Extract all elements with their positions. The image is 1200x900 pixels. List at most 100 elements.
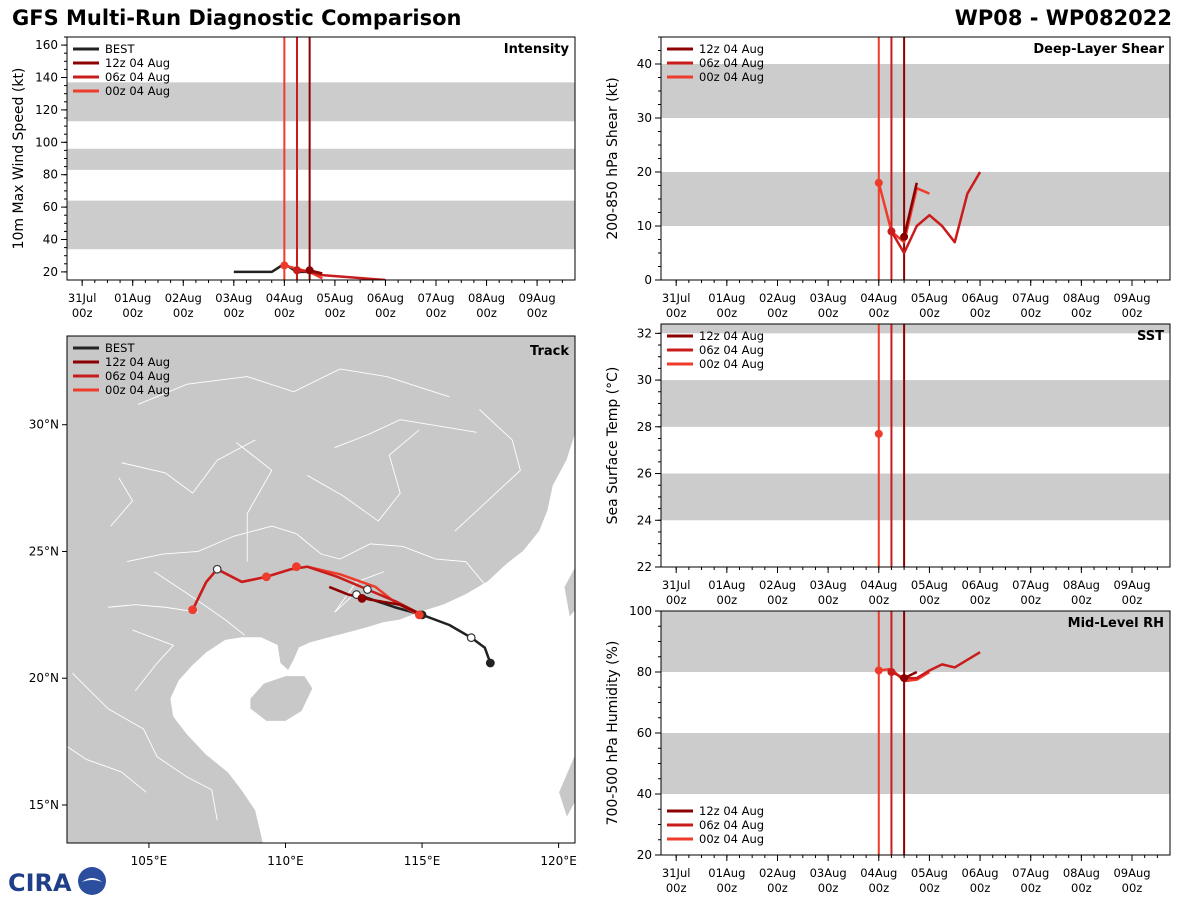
rh-band: [661, 611, 1170, 672]
intensity-xtick-sublabel: 00z: [274, 306, 295, 320]
track-point: [363, 585, 372, 594]
logo-cloud-icon: [82, 878, 102, 882]
intensity-ytick-label: 140: [35, 71, 58, 85]
intensity-xtick-label: 05Aug: [316, 291, 353, 305]
shear-xtick-label: 03Aug: [810, 291, 847, 305]
rh-ytick-label: 60: [637, 726, 652, 740]
sst-band: [661, 473, 1170, 521]
rh-series-point: [874, 666, 883, 675]
shear-xtick-label: 05Aug: [911, 291, 948, 305]
rh-xtick-sublabel: 00z: [717, 881, 738, 895]
shear-legend-label: 06z 04 Aug: [699, 56, 764, 70]
sst-xtick-label: 07Aug: [1012, 578, 1049, 592]
shear-xtick-label: 02Aug: [759, 291, 796, 305]
intensity-ytick-label: 120: [35, 103, 58, 117]
intensity-ytick-label: 40: [43, 233, 58, 247]
sst-ytick-label: 30: [637, 373, 652, 387]
shear-ytick-label: 10: [637, 219, 652, 233]
map-boundary: [121, 439, 256, 494]
shear-xtick-sublabel: 00z: [717, 306, 738, 320]
rh-xtick-label: 05Aug: [911, 866, 948, 880]
sst-xtick-label: 08Aug: [1063, 578, 1100, 592]
shear-ytick-label: 0: [644, 273, 652, 287]
shear-panel: 01020304031Jul00z01Aug00z02Aug00z03Aug00…: [605, 36, 1171, 320]
sst-xtick-sublabel: 00z: [1071, 593, 1092, 607]
sst-xtick-label: 02Aug: [759, 578, 796, 592]
map-boundary: [296, 533, 486, 585]
track-xtick-label: 120°E: [540, 854, 577, 868]
shear-xtick-label: 08Aug: [1063, 291, 1100, 305]
intensity-legend-label: 00z 04 Aug: [105, 84, 170, 98]
intensity-xtick-sublabel: 00z: [476, 306, 497, 320]
rh-legend-label: 00z 04 Aug: [699, 832, 764, 846]
rh-plot-area: [874, 611, 981, 855]
storm-id: WP08 - WP082022: [954, 6, 1172, 30]
intensity-series-point: [292, 266, 301, 275]
rh-ytick-label: 20: [637, 848, 652, 862]
map-boundary: [132, 629, 175, 692]
sst-xtick-label: 31Jul: [662, 578, 691, 592]
intensity-xtick-label: 01Aug: [114, 291, 151, 305]
intensity-xtick-sublabel: 00z: [375, 306, 396, 320]
sst-xtick-sublabel: 00z: [666, 593, 687, 607]
shear-legend-label: 12z 04 Aug: [699, 42, 764, 56]
sst-plot-area: [874, 324, 906, 567]
rh-xtick-label: 01Aug: [708, 866, 745, 880]
rh-ylabel: 700-500 hPa Humidity (%): [605, 641, 621, 826]
rh-xtick-label: 03Aug: [810, 866, 847, 880]
map-boundary: [67, 745, 147, 793]
sst-ylabel: Sea Surface Temp (°C): [605, 367, 621, 525]
intensity-ytick-label: 60: [43, 200, 58, 214]
intensity-xtick-label: 09Aug: [519, 291, 556, 305]
intensity-series-line: [296, 269, 386, 280]
track-ytick-label: 25°N: [29, 544, 59, 558]
rh-ytick-label: 40: [637, 787, 652, 801]
track-line: [328, 585, 423, 616]
intensity-xtick-label: 08Aug: [468, 291, 505, 305]
map-boundary: [137, 368, 450, 405]
shear-xtick-label: 01Aug: [708, 291, 745, 305]
intensity-xtick-label: 07Aug: [417, 291, 454, 305]
rh-xtick-sublabel: 00z: [970, 881, 991, 895]
map-boundary: [72, 672, 218, 821]
rh-xtick-label: 07Aug: [1012, 866, 1049, 880]
intensity-band: [67, 200, 575, 250]
sst-xtick-label: 06Aug: [962, 578, 999, 592]
sst-xtick-sublabel: 00z: [818, 593, 839, 607]
sst-ytick-label: 32: [637, 326, 652, 340]
sst-ytick-label: 22: [637, 560, 652, 574]
rh-xtick-label: 04Aug: [860, 866, 897, 880]
rh-panel: 2040608010031Jul00z01Aug00z02Aug00z03Aug…: [605, 604, 1171, 895]
shear-xtick-sublabel: 00z: [1071, 306, 1092, 320]
map-island-hainan: [249, 675, 314, 722]
intensity-xtick-label: 03Aug: [215, 291, 252, 305]
track-point: [188, 605, 198, 615]
sst-xtick-sublabel: 00z: [1020, 593, 1041, 607]
shear-band: [661, 64, 1170, 118]
intensity-legend-label: 06z 04 Aug: [105, 70, 170, 84]
sst-xtick-sublabel: 00z: [717, 593, 738, 607]
rh-xtick-label: 06Aug: [962, 866, 999, 880]
rh-xtick-sublabel: 00z: [767, 881, 788, 895]
rh-title: Mid-Level RH: [1068, 616, 1164, 631]
map-boundary: [334, 419, 477, 448]
map-boundary: [334, 571, 384, 613]
intensity-ytick-label: 160: [35, 38, 58, 52]
shear-legend-label: 00z 04 Aug: [699, 70, 764, 84]
intensity-xtick-sublabel: 00z: [527, 306, 548, 320]
sst-xtick-label: 05Aug: [911, 578, 948, 592]
track-xtick-label: 115°E: [404, 854, 441, 868]
sst-band: [661, 380, 1170, 427]
rh-legend-label: 06z 04 Aug: [699, 818, 764, 832]
sst-xtick-label: 04Aug: [860, 578, 897, 592]
intensity-legend-label: BEST: [105, 42, 135, 56]
shear-series-line: [890, 171, 982, 255]
shear-xtick-label: 07Aug: [1012, 291, 1049, 305]
intensity-xtick-sublabel: 00z: [173, 306, 194, 320]
map-boundary: [126, 525, 297, 563]
intensity-series-point: [305, 266, 314, 275]
track-legend-label: 06z 04 Aug: [105, 369, 170, 383]
sst-band: [661, 324, 1170, 334]
rh-xtick-sublabel: 00z: [1071, 881, 1092, 895]
intensity-xtick-sublabel: 00z: [223, 306, 244, 320]
